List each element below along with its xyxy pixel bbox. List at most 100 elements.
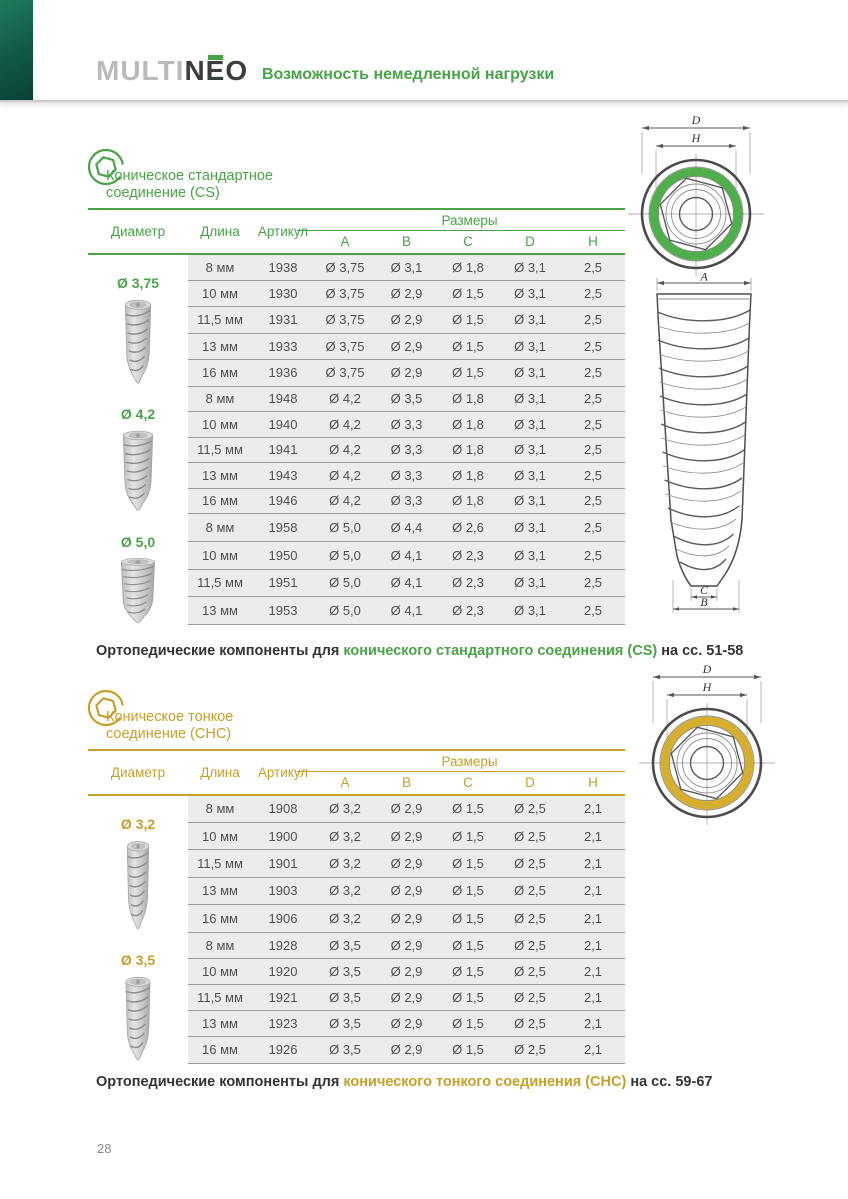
cell-length: 8 мм (188, 386, 252, 412)
cell-article: 1901 (252, 849, 314, 878)
cell-h: 2,5 (561, 306, 626, 334)
cell-h: 2,5 (561, 513, 626, 542)
spec-row: 10 мм 1900 Ø 3,2 Ø 2,9 Ø 1,5 Ø 2,5 2,1 (88, 822, 626, 851)
spec-row: 13 мм 1933 Ø 3,75 Ø 2,9 Ø 1,5 Ø 3,1 2,5 (88, 333, 626, 361)
cell-h: 2,5 (561, 462, 626, 489)
cell-h: 2,1 (561, 849, 626, 878)
cell-d: Ø 3,1 (499, 541, 561, 570)
cell-c: Ø 1,8 (437, 462, 499, 489)
section-title: Коническое тонкое соединение (CHC) (106, 709, 233, 743)
col-header-c: C (437, 771, 499, 796)
cell-d: Ø 3,1 (499, 386, 561, 412)
cell-c: Ø 1,5 (437, 849, 499, 878)
cell-length: 13 мм (188, 596, 252, 625)
cell-a: Ø 4,2 (314, 437, 376, 463)
cell-a: Ø 5,0 (314, 513, 376, 542)
cell-b: Ø 2,9 (376, 822, 437, 851)
cell-d: Ø 2,5 (499, 984, 561, 1012)
cell-d: Ø 2,5 (499, 822, 561, 851)
cell-article: 1938 (252, 254, 314, 281)
spec-table-cs: Диаметр Длина Артикул Размеры A B C D H … (88, 208, 626, 625)
col-header-h: H (561, 771, 626, 796)
spec-row: Ø 3,75 8 мм 1938 Ø 3,75 Ø 3,1 Ø 1,8 Ø 3,1 2,5 (88, 254, 626, 386)
brand-logo: MULTINEO (96, 55, 248, 85)
cell-article: 1920 (252, 958, 314, 985)
cell-a: Ø 5,0 (314, 596, 376, 625)
cell-c: Ø 1,5 (437, 1010, 499, 1038)
cell-article: 1930 (252, 280, 314, 308)
cell-d: Ø 3,1 (499, 569, 561, 598)
cell-b: Ø 2,9 (376, 932, 437, 959)
cell-b: Ø 4,4 (376, 513, 437, 542)
cell-h: 2,5 (561, 254, 626, 281)
diameter-label: Ø 3,5 (120, 952, 156, 968)
cell-length: 10 мм (188, 822, 252, 851)
cell-a: Ø 3,75 (314, 254, 376, 281)
logo-green-bar (208, 55, 224, 60)
cell-length: 10 мм (188, 411, 252, 438)
cell-article: 1941 (252, 437, 314, 463)
cell-h: 2,5 (561, 411, 626, 438)
col-header-diameter: Диаметр (88, 749, 188, 796)
col-header-d: D (499, 771, 561, 796)
cell-c: Ø 1,5 (437, 280, 499, 308)
cell-a: Ø 3,5 (314, 932, 376, 959)
spec-table-chc: Диаметр Длина Артикул Размеры A B C D H … (88, 749, 626, 1064)
diameter-group-cell: Ø 4,2 (88, 386, 188, 514)
section-title-line1: Коническое тонкое (106, 709, 234, 725)
implant-photo (124, 299, 152, 384)
implant-photo (126, 841, 150, 930)
cell-h: 2,1 (561, 958, 626, 985)
cell-d: Ø 2,5 (499, 904, 561, 933)
cell-h: 2,1 (561, 904, 626, 933)
cell-d: Ø 3,1 (499, 437, 561, 463)
corner-accent-block (0, 0, 33, 101)
hexagon-connection-icon (87, 689, 125, 727)
cell-a: Ø 3,5 (314, 1010, 376, 1038)
cell-a: Ø 3,2 (314, 795, 376, 823)
cell-c: Ø 2,3 (437, 541, 499, 570)
cell-length: 16 мм (188, 1036, 252, 1064)
cell-h: 2,1 (561, 822, 626, 851)
cell-d: Ø 3,1 (499, 513, 561, 542)
cell-c: Ø 1,5 (437, 795, 499, 823)
note-suffix: на сс. 51-58 (657, 643, 744, 659)
cell-article: 1948 (252, 386, 314, 412)
cell-c: Ø 1,5 (437, 822, 499, 851)
implant-photo (122, 430, 154, 511)
cell-c: Ø 1,5 (437, 1036, 499, 1064)
cell-d: Ø 2,5 (499, 1010, 561, 1038)
cell-a: Ø 3,2 (314, 877, 376, 906)
note-highlight: конического стандартного соединения (CS) (343, 643, 658, 659)
spec-row: 10 мм 1920 Ø 3,5 Ø 2,9 Ø 1,5 Ø 2,5 2,1 (88, 958, 626, 985)
diameter-label: Ø 3,2 (120, 816, 156, 832)
cell-article: 1951 (252, 569, 314, 598)
diameter-group-cell: Ø 3,75 (88, 254, 188, 386)
ortho-components-note-chc: Ортопедические компоненты для коническог… (96, 1074, 712, 1090)
cell-h: 2,1 (561, 795, 626, 823)
dim-label-c: C (700, 583, 709, 597)
dim-label-h: H (702, 680, 713, 694)
spec-row: 16 мм 1926 Ø 3,5 Ø 2,9 Ø 1,5 Ø 2,5 2,1 (88, 1036, 626, 1064)
spec-row: 10 мм 1950 Ø 5,0 Ø 4,1 Ø 2,3 Ø 3,1 2,5 (88, 541, 626, 570)
spec-row: 13 мм 1953 Ø 5,0 Ø 4,1 Ø 2,3 Ø 3,1 2,5 (88, 596, 626, 625)
cell-a: Ø 3,75 (314, 333, 376, 361)
cell-d: Ø 2,5 (499, 1036, 561, 1064)
cell-d: Ø 2,5 (499, 958, 561, 985)
cell-length: 10 мм (188, 958, 252, 985)
col-header-c: C (437, 230, 499, 255)
spec-table-header: Диаметр Длина Артикул Размеры A B C D H (88, 749, 626, 796)
col-header-article: Артикул (252, 208, 314, 255)
spec-row: 11,5 мм 1951 Ø 5,0 Ø 4,1 Ø 2,3 Ø 3,1 2,5 (88, 569, 626, 598)
implant-photo (125, 976, 151, 1061)
col-header-b: B (376, 771, 437, 796)
spec-row: 13 мм 1903 Ø 3,2 Ø 2,9 Ø 1,5 Ø 2,5 2,1 (88, 877, 626, 906)
cell-a: Ø 4,2 (314, 386, 376, 412)
cell-h: 2,5 (561, 333, 626, 361)
cell-length: 11,5 мм (188, 984, 252, 1012)
cell-b: Ø 3,3 (376, 462, 437, 489)
cell-length: 16 мм (188, 904, 252, 933)
cell-c: Ø 1,8 (437, 411, 499, 438)
cell-length: 13 мм (188, 877, 252, 906)
col-header-a: A (314, 230, 376, 255)
